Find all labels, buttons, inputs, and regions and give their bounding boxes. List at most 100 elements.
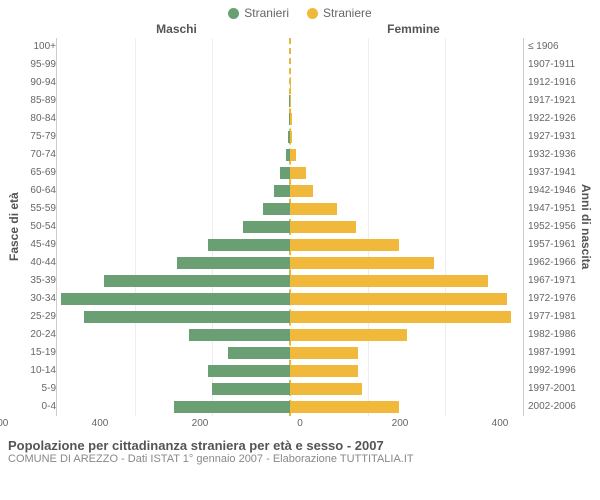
- legend-swatch-male: [228, 8, 239, 19]
- bar-female: [290, 185, 313, 197]
- bar-female: [290, 401, 399, 413]
- bar-row: [57, 362, 523, 380]
- birth-year-label: 1937-1941: [528, 164, 578, 182]
- bar-male: [274, 185, 290, 197]
- legend: Stranieri Straniere: [0, 0, 600, 22]
- bar-row: [57, 164, 523, 182]
- age-group-label: 95-99: [22, 56, 56, 74]
- bar-row: [57, 74, 523, 92]
- birth-year-label: 1997-2001: [528, 380, 578, 398]
- bar-female: [290, 221, 356, 233]
- age-group-label: 50-54: [22, 218, 56, 236]
- bar-female: [290, 95, 291, 107]
- age-group-label: 30-34: [22, 290, 56, 308]
- x-axis-tick: 200: [392, 418, 409, 429]
- bar-female: [290, 167, 306, 179]
- x-axis-tick: 200: [192, 418, 209, 429]
- birth-year-label: 1912-1916: [528, 74, 578, 92]
- birth-year-label: 1952-1956: [528, 218, 578, 236]
- bar-female: [290, 365, 358, 377]
- bar-row: [57, 236, 523, 254]
- birth-year-label: 1972-1976: [528, 290, 578, 308]
- bar-female: [290, 113, 292, 125]
- bar-male: [189, 329, 290, 341]
- bar-row: [57, 344, 523, 362]
- bar-row: [57, 290, 523, 308]
- bar-female: [290, 329, 407, 341]
- bar-female: [290, 149, 296, 161]
- bar-male: [263, 203, 290, 215]
- age-group-label: 100+: [22, 38, 56, 56]
- x-axis-tick: 0: [297, 418, 303, 429]
- bar-row: [57, 146, 523, 164]
- age-group-label: 15-19: [22, 344, 56, 362]
- bar-female: [290, 311, 511, 323]
- bar-male: [208, 239, 290, 251]
- bar-row: [57, 200, 523, 218]
- x-axis: 6004002000200400: [0, 418, 600, 432]
- bar-male: [177, 257, 290, 269]
- bar-row: [57, 308, 523, 326]
- bar-male: [243, 221, 290, 233]
- bar-row: [57, 38, 523, 56]
- bar-male: [174, 401, 291, 413]
- bar-female: [290, 257, 434, 269]
- birth-year-label: 1922-1926: [528, 110, 578, 128]
- age-group-label: 5-9: [22, 380, 56, 398]
- birth-year-label: 1992-1996: [528, 362, 578, 380]
- age-group-label: 90-94: [22, 74, 56, 92]
- birth-year-label: 1977-1981: [528, 308, 578, 326]
- bar-row: [57, 182, 523, 200]
- age-group-label: 65-69: [22, 164, 56, 182]
- bar-male: [61, 293, 290, 305]
- birth-year-label: 1982-1986: [528, 326, 578, 344]
- y-axis-right-ticks: ≤ 19061907-19111912-19161917-19211922-19…: [524, 38, 578, 416]
- column-header-male: Maschi: [58, 22, 295, 36]
- bar-male: [104, 275, 290, 287]
- bar-female: [290, 275, 488, 287]
- bar-female: [290, 383, 362, 395]
- birth-year-label: 1927-1931: [528, 128, 578, 146]
- age-group-label: 10-14: [22, 362, 56, 380]
- bar-female: [290, 239, 399, 251]
- age-group-label: 45-49: [22, 236, 56, 254]
- age-group-label: 25-29: [22, 308, 56, 326]
- age-group-label: 80-84: [22, 110, 56, 128]
- birth-year-label: 1947-1951: [528, 200, 578, 218]
- birth-year-label: 1962-1966: [528, 254, 578, 272]
- birth-year-label: 1987-1991: [528, 344, 578, 362]
- bar-row: [57, 398, 523, 416]
- bar-male: [208, 365, 290, 377]
- age-group-label: 70-74: [22, 146, 56, 164]
- age-group-label: 85-89: [22, 92, 56, 110]
- birth-year-label: 2002-2006: [528, 398, 578, 416]
- x-axis-tick: 600: [0, 418, 8, 429]
- bar-male: [228, 347, 290, 359]
- bar-row: [57, 380, 523, 398]
- legend-label-male: Stranieri: [244, 6, 289, 20]
- bar-row: [57, 218, 523, 236]
- birth-year-label: ≤ 1906: [528, 38, 578, 56]
- y-axis-left-label: Fasce di età: [6, 38, 22, 416]
- legend-label-female: Straniere: [323, 6, 372, 20]
- bar-female: [290, 77, 291, 89]
- age-group-label: 20-24: [22, 326, 56, 344]
- birth-year-label: 1967-1971: [528, 272, 578, 290]
- bar-row: [57, 110, 523, 128]
- x-axis-tick: 400: [492, 418, 509, 429]
- age-group-label: 55-59: [22, 200, 56, 218]
- legend-swatch-female: [307, 8, 318, 19]
- bar-row: [57, 254, 523, 272]
- bar-row: [57, 128, 523, 146]
- footer-subtitle: COMUNE DI AREZZO - Dati ISTAT 1° gennaio…: [8, 453, 592, 465]
- y-axis-left-ticks: 100+95-9990-9485-8980-8475-7970-7465-696…: [22, 38, 56, 416]
- age-group-label: 60-64: [22, 182, 56, 200]
- bar-female: [290, 347, 358, 359]
- bars-area: [56, 38, 524, 416]
- column-headers: Maschi Femmine: [0, 22, 600, 38]
- chart: Fasce di età 100+95-9990-9485-8980-8475-…: [0, 38, 600, 416]
- bar-male: [212, 383, 290, 395]
- bar-female: [290, 131, 292, 143]
- bar-male: [84, 311, 290, 323]
- footer: Popolazione per cittadinanza straniera p…: [0, 436, 600, 465]
